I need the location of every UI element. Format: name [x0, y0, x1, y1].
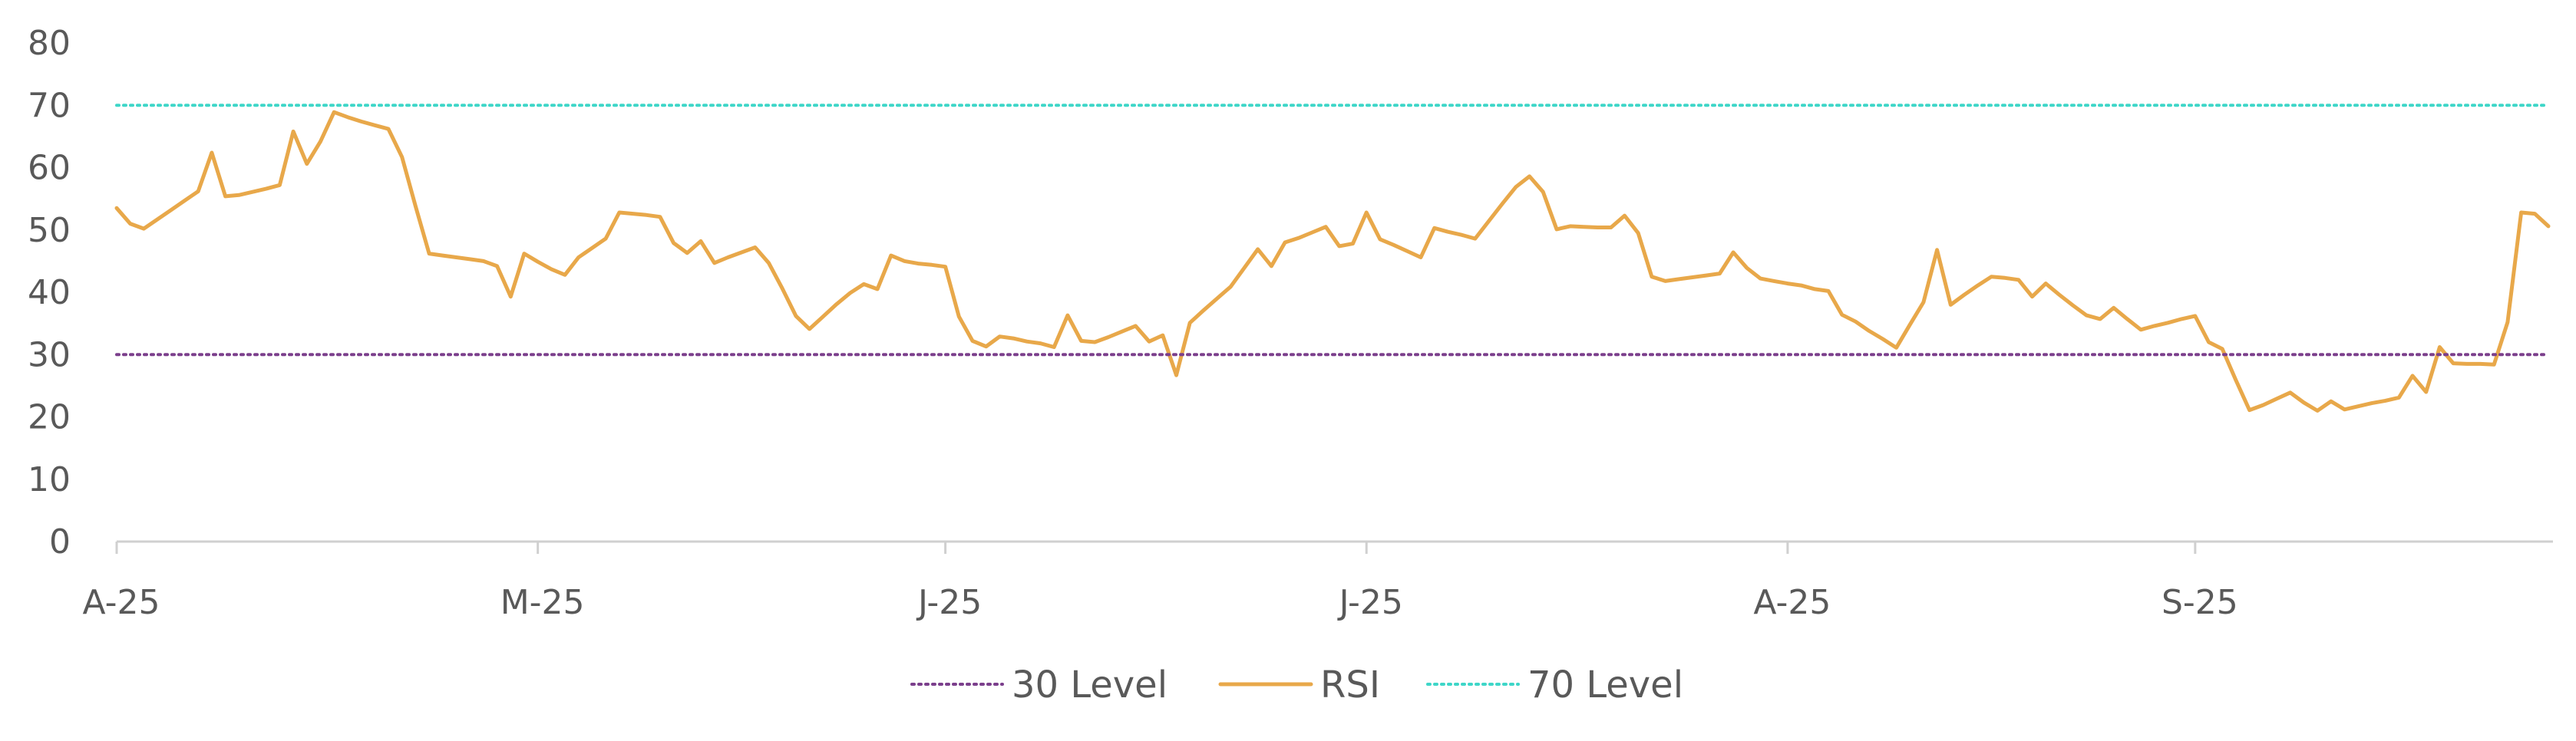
y-tick-label: 40 — [28, 273, 71, 312]
x-tick-label: A-25 — [83, 583, 160, 622]
y-tick-label: 70 — [28, 86, 71, 125]
y-axis-ticks: 0 10 20 30 40 50 60 70 80 — [28, 24, 71, 562]
series-lines — [114, 104, 2551, 413]
rsi-line — [114, 110, 2551, 413]
legend-item-70-level: 70 Level — [1426, 664, 1683, 706]
y-tick-label: 80 — [28, 24, 71, 63]
x-tick-label: J-25 — [1337, 583, 1403, 622]
y-tick-label: 50 — [28, 211, 71, 250]
y-tick-label: 10 — [28, 460, 71, 499]
y-tick-label: 30 — [28, 335, 71, 374]
x-tick-label: S-25 — [2162, 583, 2238, 622]
legend-label: RSI — [1320, 664, 1380, 706]
y-tick-label: 20 — [28, 398, 71, 437]
legend-item-30-level: 30 Level — [910, 664, 1167, 706]
legend-label: 70 Level — [1527, 664, 1683, 706]
x-axis: A-25 M-25 J-25 J-25 A-25 S-25 — [83, 540, 2553, 622]
x-tick-label: A-25 — [1753, 583, 1831, 622]
x-tick-label: M-25 — [500, 583, 585, 622]
legend: 30 Level RSI 70 Level — [910, 664, 1683, 706]
y-tick-label: 0 — [49, 522, 71, 562]
legend-label: 30 Level — [1012, 664, 1167, 706]
y-tick-label: 60 — [28, 149, 71, 188]
x-tick-label: J-25 — [916, 583, 982, 622]
legend-item-rsi: RSI — [1218, 664, 1380, 706]
